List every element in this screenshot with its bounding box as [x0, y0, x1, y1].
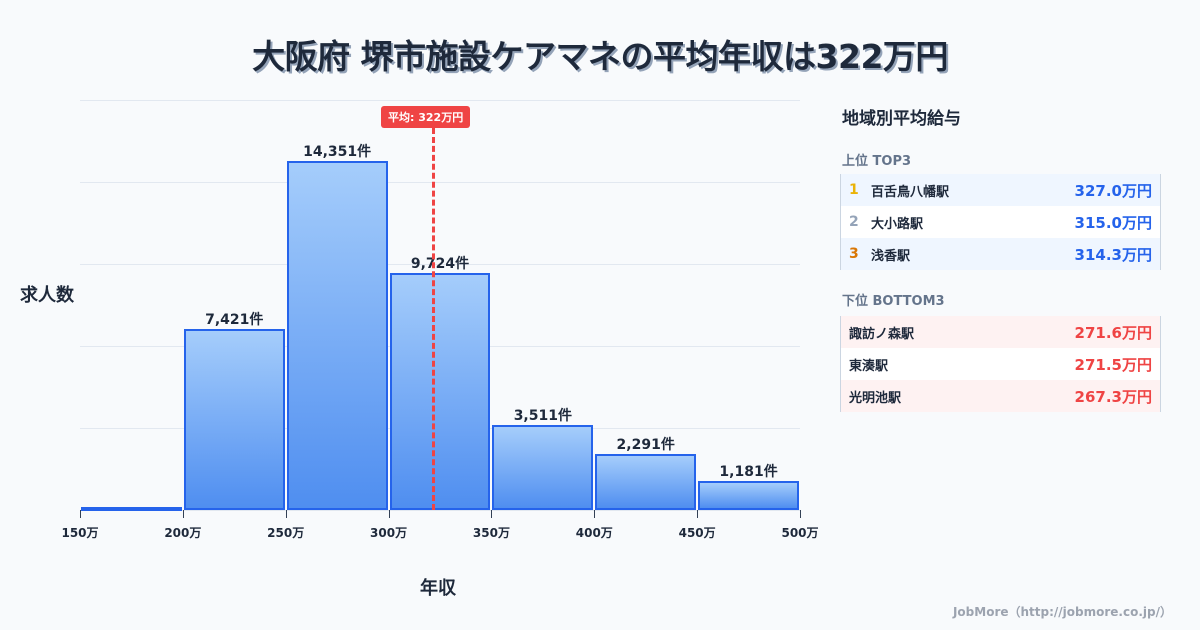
x-axis-title: 年収	[420, 578, 456, 599]
x-tick-label: 450万	[678, 526, 716, 540]
footer-credit: JobMore（http://jobmore.co.jp/）	[952, 605, 1172, 619]
salary-value: 327.0万円	[1074, 181, 1152, 200]
x-tick	[491, 510, 493, 518]
salary-value: 271.6万円	[1074, 323, 1152, 342]
gridline	[80, 100, 800, 101]
mean-badge: 平均: 322万円	[381, 106, 471, 128]
histogram-bar	[698, 481, 799, 510]
top-section-title: 上位 TOP3	[842, 154, 912, 169]
histogram-chart: 求人数 年収 7,421件 14,351件 9,724件 3,511件 2,291件 1,…	[20, 100, 819, 599]
top-rank-list: 1 百舌鳥八幡駅 327.0万円 2 大小路駅 315.0万円 3 浅香駅 31…	[840, 174, 1161, 270]
x-tick	[80, 510, 81, 518]
bar-value-label: 14,351件	[303, 143, 372, 160]
bottom-section-title: 下位 BOTTOM3	[842, 294, 945, 309]
x-tick	[182, 510, 184, 518]
station-name: 浅香駅	[871, 248, 911, 264]
histogram-bar	[183, 329, 285, 510]
x-tick	[388, 510, 390, 518]
salary-value: 314.3万円	[1074, 245, 1152, 264]
rank-number: 2	[849, 214, 859, 230]
rank-row: 光明池駅 267.3万円	[841, 380, 1160, 412]
station-name: 光明池駅	[849, 390, 902, 406]
salary-value: 315.0万円	[1074, 213, 1152, 232]
mean-line	[432, 128, 435, 510]
rank-row: 諏訪ノ森駅 271.6万円	[841, 316, 1160, 348]
rank-number: 3	[849, 246, 859, 262]
bar-value-label: 7,421件	[205, 312, 264, 329]
x-tick-label: 250万	[267, 526, 305, 540]
station-name: 東湊駅	[849, 358, 889, 374]
x-tick-label: 350万	[472, 526, 510, 540]
rank-row: 1 百舌鳥八幡駅 327.0万円	[841, 174, 1160, 206]
salary-value: 271.5万円	[1074, 355, 1152, 374]
x-tick	[800, 510, 801, 518]
panel-title: 地域別平均給与	[842, 109, 961, 129]
salary-value: 267.3万円	[1074, 387, 1152, 406]
histogram-bar	[595, 454, 697, 510]
histogram-bar	[286, 160, 388, 510]
gridline	[80, 182, 800, 183]
rank-row: 東湊駅 271.5万円	[841, 348, 1160, 380]
bar-value-label: 1,181件	[719, 464, 778, 481]
histogram-bar	[81, 507, 182, 511]
bar-value-label: 3,511件	[513, 407, 572, 424]
station-name: 大小路駅	[871, 216, 924, 232]
bar-value-label: 9,724件	[410, 256, 470, 273]
y-axis-title: 求人数	[20, 285, 74, 306]
histogram-bar	[492, 424, 594, 510]
rank-row: 3 浅香駅 314.3万円	[841, 238, 1160, 270]
x-axis-line	[80, 510, 800, 511]
rank-number: 1	[849, 182, 859, 198]
gridline	[80, 264, 800, 265]
x-tick-label: 200万	[164, 526, 202, 540]
station-name: 百舌鳥八幡駅	[871, 184, 950, 200]
rank-row: 2 大小路駅 315.0万円	[841, 206, 1160, 238]
x-tick-label: 300万	[370, 526, 408, 540]
page-title: 大阪府 堺市施設ケアマネの平均年収は322万円	[252, 37, 948, 76]
x-tick	[697, 510, 699, 518]
station-name: 諏訪ノ森駅	[849, 326, 915, 342]
x-tick-label: 400万	[575, 526, 613, 540]
x-tick-label: 500万	[781, 526, 819, 540]
x-tick-label: 150万	[61, 526, 99, 540]
bottom-rank-list: 諏訪ノ森駅 271.6万円 東湊駅 271.5万円 光明池駅 267.3万円	[840, 316, 1161, 412]
x-tick	[285, 510, 287, 518]
x-tick	[594, 510, 596, 518]
histogram-bar	[389, 273, 491, 510]
bar-value-label: 2,291件	[616, 437, 675, 454]
